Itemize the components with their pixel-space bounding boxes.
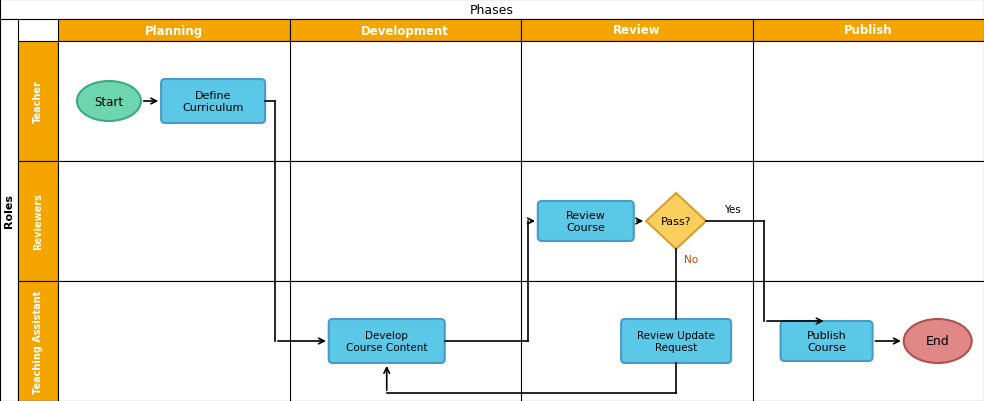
Text: Roles: Roles	[4, 194, 14, 227]
FancyBboxPatch shape	[780, 321, 873, 361]
FancyBboxPatch shape	[289, 20, 521, 42]
Ellipse shape	[77, 82, 141, 122]
FancyBboxPatch shape	[621, 319, 731, 363]
FancyBboxPatch shape	[329, 319, 445, 363]
Text: Pass?: Pass?	[661, 217, 692, 227]
FancyBboxPatch shape	[58, 162, 984, 281]
Polygon shape	[646, 194, 707, 249]
Text: Start: Start	[94, 95, 124, 108]
FancyBboxPatch shape	[18, 42, 58, 162]
Text: End: End	[926, 335, 950, 348]
Text: Develop
Course Content: Develop Course Content	[346, 330, 427, 352]
Text: Teaching Assistant: Teaching Assistant	[33, 290, 43, 393]
Ellipse shape	[903, 319, 972, 363]
FancyBboxPatch shape	[58, 20, 289, 42]
Text: No: No	[684, 254, 699, 264]
Text: Teacher: Teacher	[33, 80, 43, 123]
Text: Planning: Planning	[145, 24, 203, 37]
Text: Review: Review	[613, 24, 660, 37]
FancyBboxPatch shape	[0, 0, 984, 20]
FancyBboxPatch shape	[18, 281, 58, 401]
FancyBboxPatch shape	[58, 42, 984, 162]
Text: Publish
Course: Publish Course	[807, 330, 846, 352]
Text: Review Update
Request: Review Update Request	[638, 330, 715, 352]
Text: Publish: Publish	[844, 24, 892, 37]
FancyBboxPatch shape	[538, 201, 634, 241]
FancyBboxPatch shape	[161, 80, 265, 124]
FancyBboxPatch shape	[58, 281, 984, 401]
FancyBboxPatch shape	[0, 20, 18, 401]
Text: Yes: Yes	[724, 205, 741, 215]
Text: Phases: Phases	[470, 4, 514, 16]
Text: Development: Development	[361, 24, 449, 37]
FancyBboxPatch shape	[521, 20, 753, 42]
Text: Review
Course: Review Course	[566, 210, 606, 233]
Text: Define
Curriculum: Define Curriculum	[182, 91, 244, 113]
Text: Reviewers: Reviewers	[33, 193, 43, 250]
FancyBboxPatch shape	[753, 20, 984, 42]
FancyBboxPatch shape	[18, 162, 58, 281]
